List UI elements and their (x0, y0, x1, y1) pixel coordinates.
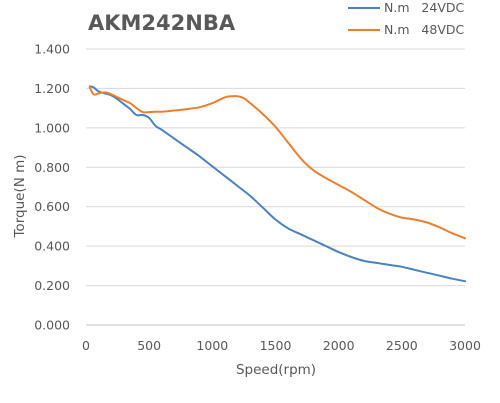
y-tick-label: 0.600 (34, 199, 70, 214)
x-tick-label: 1500 (260, 338, 292, 353)
legend: N.m 24VDC N.m 48VDC (348, 0, 465, 37)
y-tick-label: 0.400 (34, 239, 70, 254)
x-tick-label: 2000 (323, 338, 355, 353)
y-tick-label: 0.000 (34, 318, 70, 333)
y-tick-label: 1.200 (34, 81, 70, 96)
series-lines (88, 85, 466, 283)
y-tick-label: 1.400 (34, 42, 70, 57)
series-line-48vdc (88, 86, 466, 240)
y-tick-label: 0.800 (34, 160, 70, 175)
x-tick-label: 3000 (449, 338, 481, 353)
x-tick-label: 2500 (386, 338, 418, 353)
gridlines (86, 48, 465, 287)
legend-label-48vdc: N.m 48VDC (384, 22, 465, 37)
y-tick-label: 1.000 (34, 120, 70, 135)
y-tick-label: 0.200 (34, 278, 70, 293)
legend-label-24vdc: N.m 24VDC (384, 0, 465, 15)
series-line-24vdc (88, 85, 466, 283)
x-axis-ticks: 0 500 1000 1500 2000 2500 3000 (82, 338, 481, 353)
x-tick-label: 0 (82, 338, 90, 353)
x-tick-label: 500 (137, 338, 161, 353)
x-tick-label: 1000 (196, 338, 228, 353)
y-axis-ticks: 0.000 0.200 0.400 0.600 0.800 1.000 1.200 1.400 (34, 42, 70, 333)
y-axis-label: Torque(N m) (12, 154, 28, 238)
x-axis-label: Speed(rpm) (236, 362, 316, 378)
chart-title: AKM242NBA (88, 11, 236, 35)
